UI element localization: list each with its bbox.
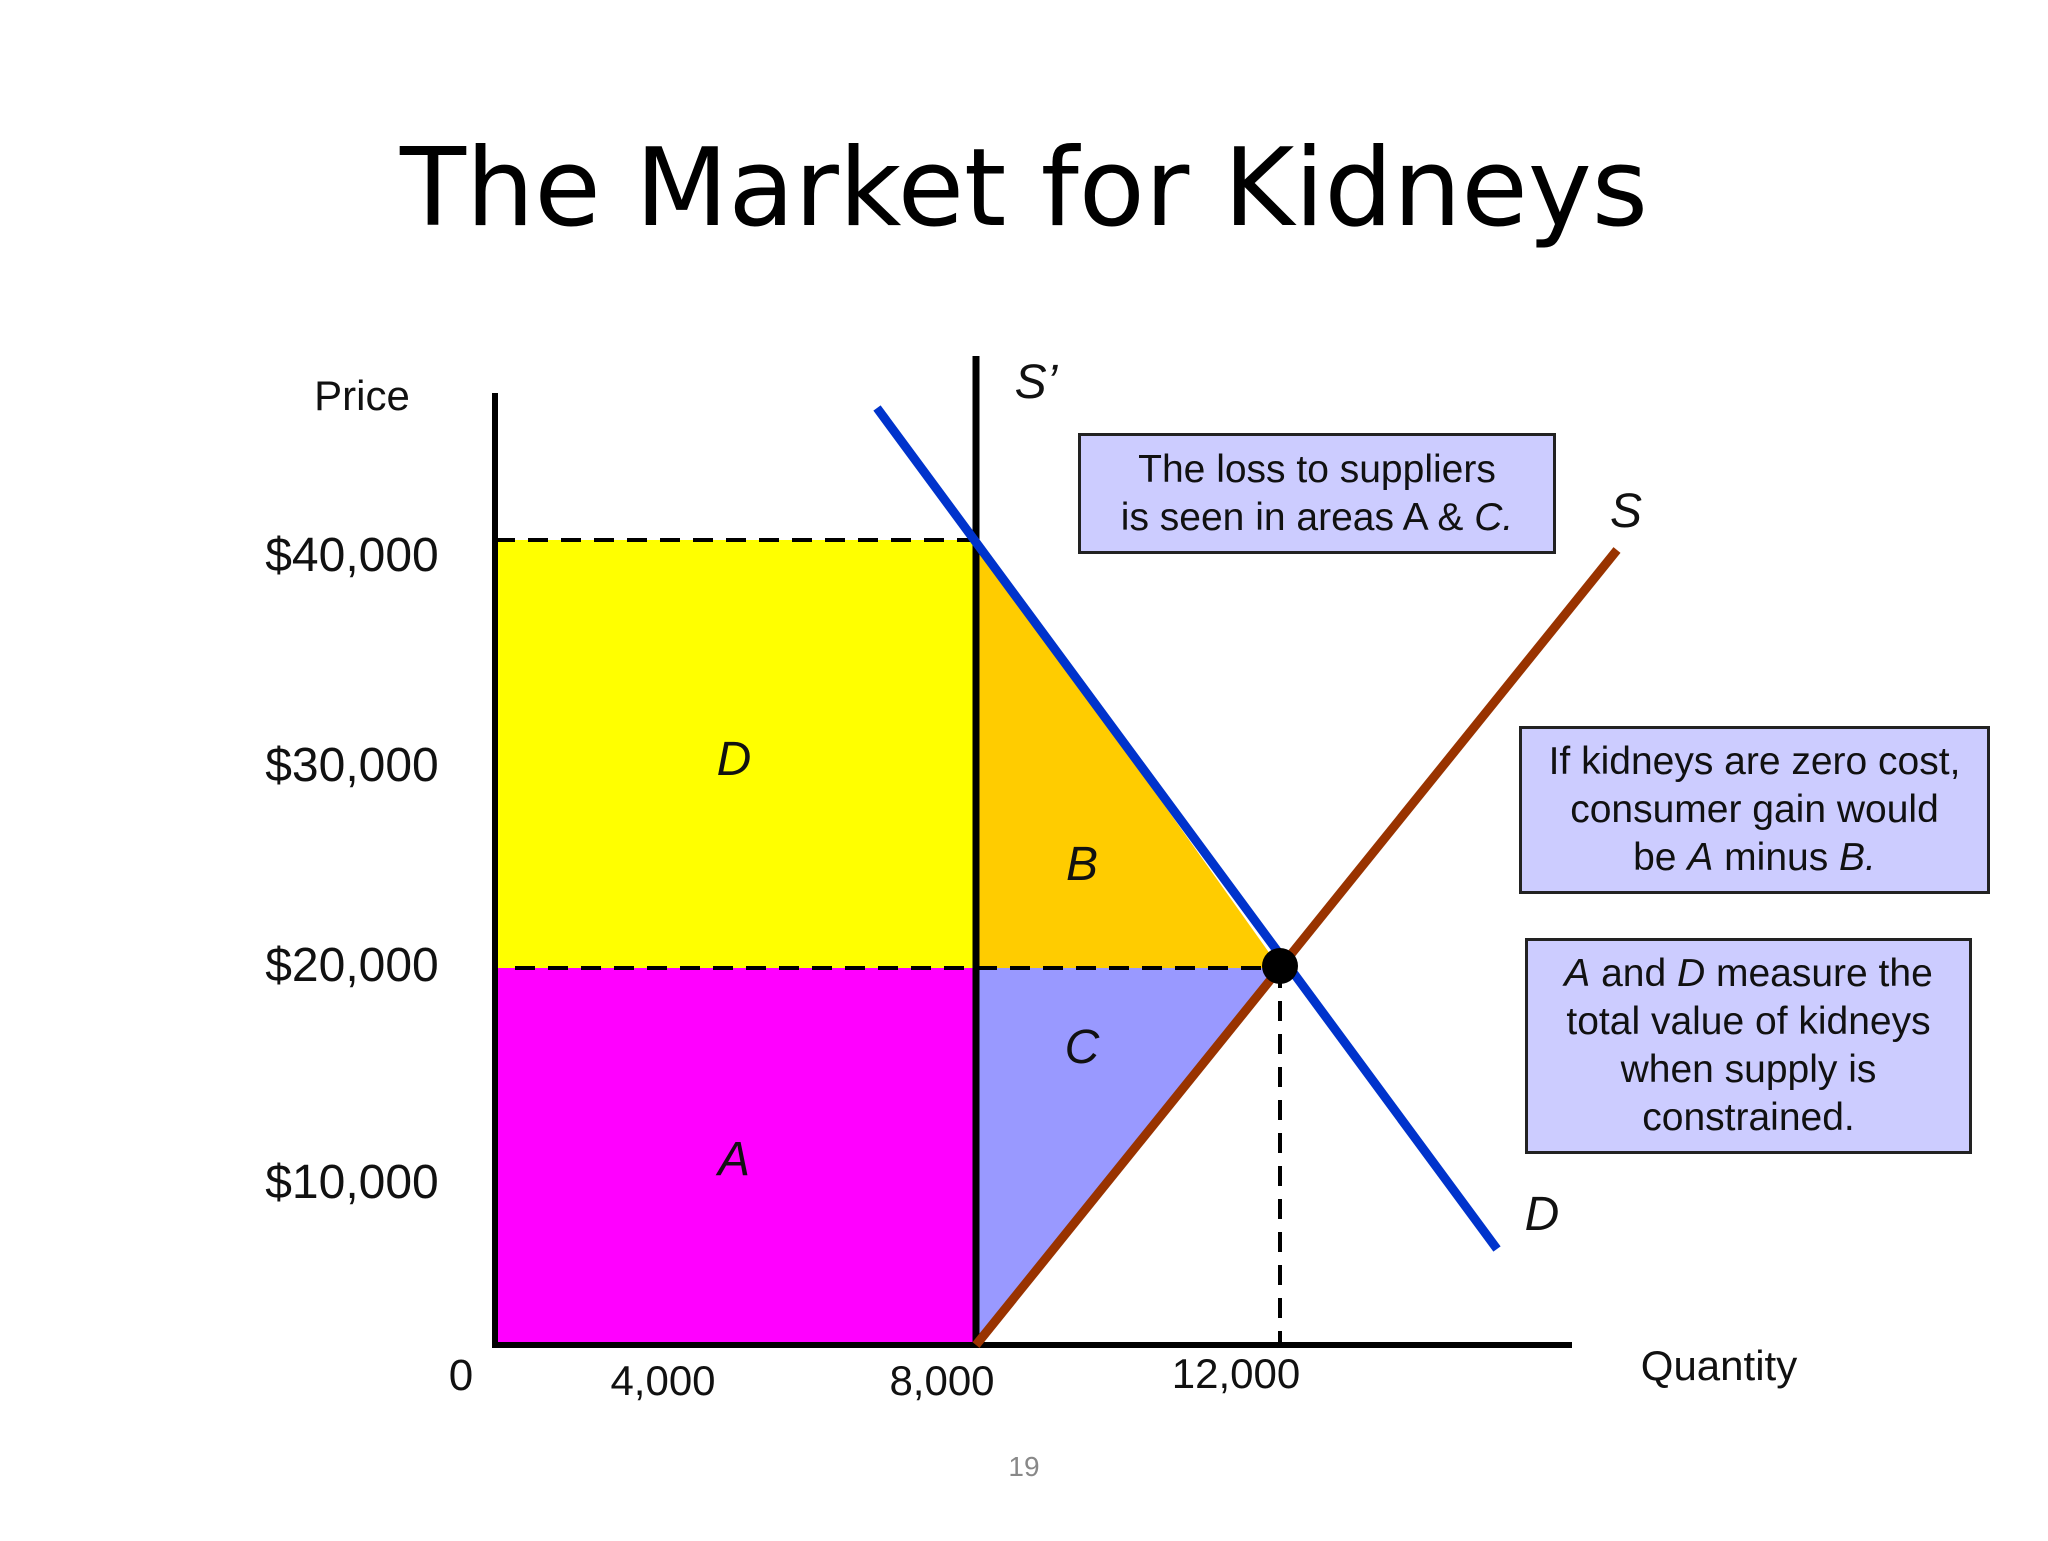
x-tick-label: 4,000 — [610, 1357, 715, 1404]
equilibrium-point — [1262, 948, 1298, 984]
supply-label: S — [1610, 485, 1642, 538]
constrained-supply-label: S’ — [1015, 356, 1059, 409]
value-note-line: constrained. — [1642, 1096, 1855, 1139]
value-note-text: measure the — [1705, 952, 1933, 995]
value-note-line: when supply is — [1620, 1048, 1877, 1091]
zero-cost-note-line: be A minus B. — [1522, 834, 1987, 882]
y-axis-label: Price — [314, 372, 410, 419]
area-a-fill — [495, 968, 976, 1345]
area-c-label: C — [1065, 1021, 1100, 1074]
loss-note-text: is seen in areas A & — [1120, 495, 1475, 539]
zero-cost-note-text: be — [1633, 836, 1688, 879]
loss-note-box: The loss to suppliers is seen in areas A… — [1078, 433, 1556, 554]
value-note-emphasis: A — [1564, 952, 1591, 995]
area-d-label: D — [717, 733, 752, 786]
zero-cost-note-line: consumer gain would — [1570, 788, 1939, 831]
loss-note-line: is seen in areas A & C. — [1081, 494, 1553, 542]
zero-cost-note-box: If kidneys are zero cost, consumer gain … — [1519, 726, 1990, 894]
value-note-text: and — [1590, 952, 1677, 995]
x-tick-label: 12,000 — [1172, 1350, 1300, 1397]
value-note-line: total value of kidneys — [1566, 1000, 1931, 1043]
y-tick-label: $10,000 — [265, 1156, 439, 1209]
value-note-line: A and D measure the — [1528, 950, 1969, 998]
zero-cost-note-emphasis: A — [1687, 836, 1714, 879]
y-tick-label: $30,000 — [265, 739, 439, 792]
zero-cost-note-text: minus — [1713, 836, 1840, 879]
area-b-label: B — [1066, 838, 1098, 891]
loss-note-emphasis: C. — [1474, 495, 1514, 539]
origin-label: 0 — [449, 1351, 473, 1400]
area-d-fill — [495, 540, 976, 968]
y-tick-label: $40,000 — [265, 529, 439, 582]
area-a-label: A — [715, 1133, 750, 1186]
demand-line — [873, 405, 1501, 1252]
page-title: The Market for Kidneys — [399, 126, 1648, 251]
x-axis-label: Quantity — [1641, 1342, 1797, 1389]
loss-note-line: The loss to suppliers — [1138, 447, 1496, 491]
supply-line — [972, 547, 1621, 1348]
zero-cost-note-emphasis: B. — [1839, 836, 1876, 879]
y-tick-label: $20,000 — [265, 939, 439, 992]
x-tick-label: 8,000 — [889, 1357, 994, 1404]
value-note-box: A and D measure the total value of kidne… — [1525, 938, 1972, 1154]
page-number: 19 — [1008, 1451, 1039, 1482]
value-note-emphasis: D — [1676, 952, 1706, 995]
demand-label: D — [1525, 1188, 1560, 1241]
zero-cost-note-line: If kidneys are zero cost, — [1548, 740, 1961, 783]
